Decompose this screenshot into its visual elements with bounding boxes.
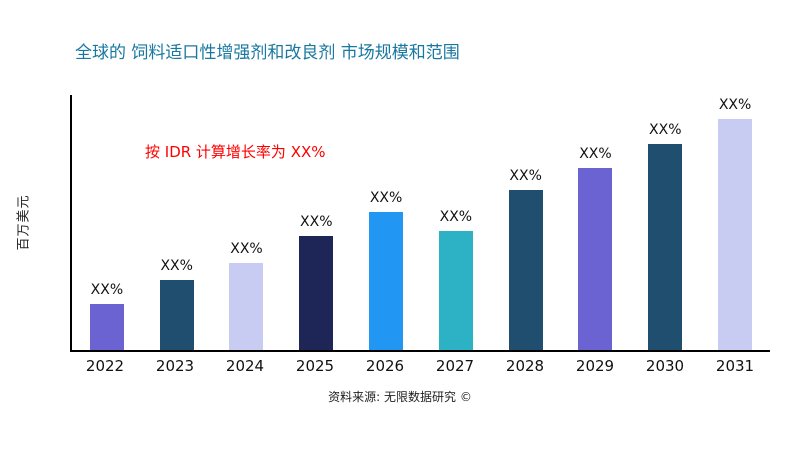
x-tick-label: 2031 (715, 357, 755, 375)
bar (718, 119, 753, 350)
bar-column: XX% (421, 95, 490, 350)
bar (648, 143, 683, 350)
bar-value-label: XX% (579, 145, 612, 162)
chart-title: 全球的 饲料适口性增强剂和改良剂 市场规模和范围 (75, 43, 460, 63)
bar-column: XX% (282, 95, 351, 350)
x-tick-label: 2027 (435, 357, 475, 375)
bar-column: XX% (701, 95, 770, 350)
bar (229, 262, 264, 350)
x-tick-label: 2023 (155, 357, 195, 375)
x-tick-label: 2028 (505, 357, 545, 375)
x-tick-label: 2030 (645, 357, 685, 375)
bar-value-label: XX% (230, 240, 263, 257)
bar (159, 279, 194, 350)
bar-value-label: XX% (439, 209, 473, 225)
bar-column: XX% (631, 95, 700, 350)
bar (438, 231, 473, 350)
bar-value-label: XX% (718, 97, 752, 114)
bar-column: XX% (142, 95, 211, 350)
y-axis-label-wrap: 百万美元 (10, 95, 34, 350)
bar (508, 189, 543, 350)
growth-rate-annotation: 按 IDR 计算增长率为 XX% (145, 143, 326, 161)
x-tick-label: 2024 (225, 357, 265, 375)
bar-value-label: XX% (649, 121, 682, 138)
x-tick-label: 2025 (295, 357, 335, 375)
bar-column: XX% (491, 95, 560, 350)
source-note: 资料来源: 无限数据研究 © (328, 390, 472, 404)
x-axis-ticks: 2022 2023 2024 2025 2026 2027 2028 2029 2030 2031 (70, 357, 770, 375)
bar-column: XX% (352, 95, 421, 350)
x-tick-label: 2029 (575, 357, 615, 375)
plot-area: XX% XX% XX% XX% XX% XX% XX% XX% XX% XX% (70, 95, 770, 352)
bar-value-label: XX% (160, 257, 193, 274)
bar-value-label: XX% (369, 189, 403, 206)
bar-column: XX% (561, 95, 630, 350)
bar-column: XX% (212, 95, 281, 350)
bar (89, 303, 124, 350)
bar-column: XX% (72, 95, 141, 350)
y-axis-label: 百万美元 (16, 194, 32, 251)
bar-value-label: XX% (509, 167, 542, 184)
x-tick-label: 2026 (365, 357, 405, 375)
bar-value-label: XX% (90, 281, 124, 298)
bar (578, 167, 613, 350)
bar-value-label: XX% (300, 213, 333, 230)
bar (299, 235, 334, 350)
bar (369, 211, 404, 350)
bars: XX% XX% XX% XX% XX% XX% XX% XX% XX% XX% (72, 95, 770, 350)
x-tick-label: 2022 (85, 357, 125, 375)
